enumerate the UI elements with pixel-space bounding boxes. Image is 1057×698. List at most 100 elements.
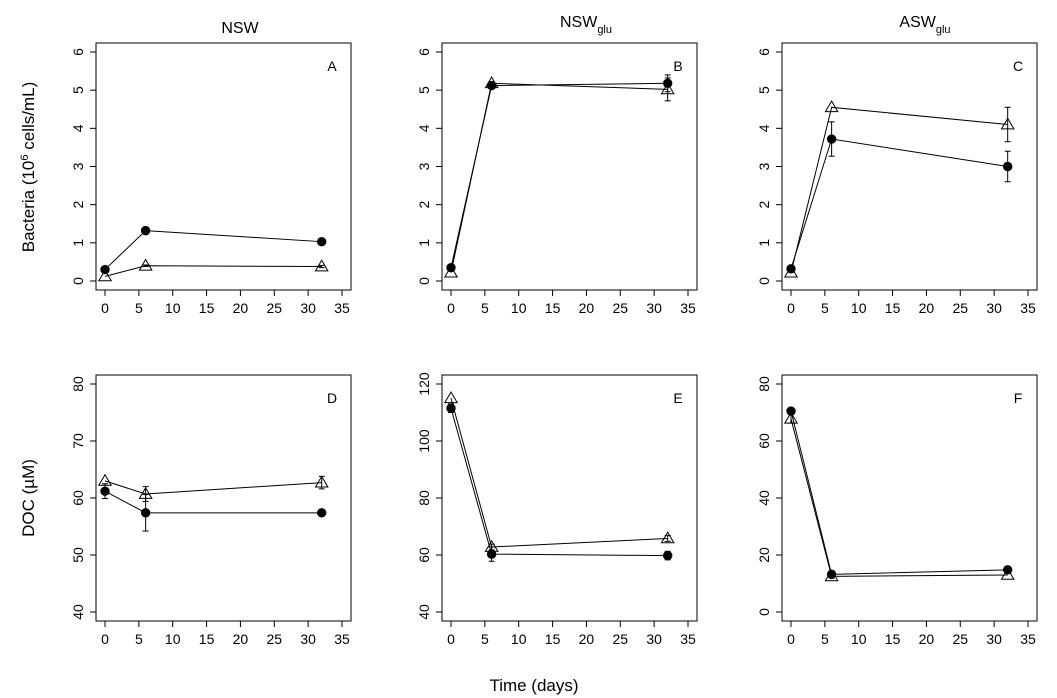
- y-tick-label: 5: [756, 86, 772, 94]
- panel-b: B 0 5 10 15 20 25 30 35 0 1 2 3 4 5 6: [416, 42, 698, 316]
- x-axis-label: Time (days): [489, 676, 578, 695]
- x-tick-label: 10: [165, 300, 181, 316]
- x-tick-label: 20: [233, 631, 249, 647]
- x-tick-label: 25: [612, 300, 628, 316]
- series-filled-circle: [786, 406, 1013, 580]
- x-axis: 0 5 10 15 20 25 30 35: [787, 620, 1036, 647]
- x-tick-label: 25: [612, 631, 628, 647]
- x-tick-label: 30: [646, 300, 662, 316]
- y-tick-label: 0: [756, 277, 772, 285]
- panel-e: E 0 5 10 15 20 25 30 35 40 60 80 100 120: [416, 372, 698, 647]
- column-titles: NSW NSWglu ASWglu: [221, 14, 950, 37]
- x-tick-label: 5: [135, 300, 143, 316]
- y-tick-label: 40: [416, 604, 432, 620]
- series-filled-circle: [446, 403, 673, 562]
- x-tick-label: 5: [821, 631, 829, 647]
- column-title-3: ASWglu: [899, 14, 950, 36]
- data-point: [140, 225, 151, 236]
- y-tick-label: 60: [70, 490, 86, 506]
- data-point: [783, 411, 799, 424]
- x-tick-label: 0: [787, 631, 795, 647]
- x-axis: 0 5 10 15 20 25 30 35: [101, 620, 350, 647]
- y-tick-label: 1: [416, 239, 432, 247]
- series-line: [450, 408, 668, 557]
- y-tick-label: 100: [416, 429, 432, 453]
- panel-letter: C: [1013, 58, 1023, 74]
- y-tick-label: 0: [416, 277, 432, 285]
- plot-frame: [95, 42, 352, 291]
- data-point: [783, 265, 799, 278]
- y-tick-label: 120: [416, 372, 432, 396]
- error-bar: [142, 486, 149, 502]
- x-tick-label: 10: [511, 300, 527, 316]
- y-tick-label: 6: [416, 48, 432, 56]
- x-axis: 0 5 10 15 20 25 30 35: [447, 620, 696, 647]
- series-line: [104, 265, 322, 277]
- series-open-triangle: [443, 76, 675, 278]
- y-tick-label: 3: [756, 162, 772, 170]
- data-point: [443, 391, 459, 404]
- y-tick-label: 60: [756, 433, 772, 449]
- y-tick-label: 3: [70, 162, 86, 170]
- error-bar: [664, 77, 671, 102]
- x-tick-label: 35: [1020, 300, 1036, 316]
- y-tick-label: 5: [416, 86, 432, 94]
- data-point: [826, 134, 837, 144]
- data-point: [1002, 161, 1013, 172]
- panel-d: D 0 5 10 15 20 25 30 35 40 50 60 70 80: [70, 374, 352, 647]
- x-tick-label: 15: [885, 631, 901, 647]
- data-point: [100, 486, 110, 496]
- x-tick-label: 15: [885, 300, 901, 316]
- y-axis: 40 50 60 70 80: [70, 376, 97, 620]
- series-line: [790, 138, 1008, 269]
- y-tick-label: 4: [70, 124, 86, 132]
- series-open-triangle: [783, 100, 1015, 278]
- series-filled-circle: [100, 483, 327, 532]
- y-axis: 0 20 40 60 80: [756, 376, 783, 616]
- y-axis: 40 60 80 100 120: [416, 372, 443, 620]
- data-point: [140, 508, 151, 518]
- data-point: [138, 258, 153, 271]
- series-line: [104, 480, 322, 495]
- x-tick-label: 10: [165, 631, 181, 647]
- panel-c: C 0 5 10 15 20 25 30 35 0 1 2 3 4 5 6: [756, 42, 1038, 316]
- y-tick-label: 6: [756, 48, 772, 56]
- x-tick-label: 10: [851, 631, 867, 647]
- x-tick-label: 25: [266, 631, 282, 647]
- y-tick-label: 2: [416, 201, 432, 209]
- plot-frame: [781, 374, 1038, 622]
- error-bar: [1004, 106, 1011, 143]
- y-tick-label: 0: [70, 277, 86, 285]
- y-tick-label: 40: [756, 490, 772, 506]
- panel-letter: E: [673, 390, 682, 406]
- y-tick-label: 40: [70, 604, 86, 620]
- y-tick-label: 0: [756, 608, 772, 616]
- column-title-1: NSW: [221, 20, 259, 37]
- y-axis: 0 1 2 3 4 5 6: [756, 48, 783, 285]
- x-tick-label: 5: [821, 300, 829, 316]
- x-tick-label: 25: [952, 300, 968, 316]
- data-point: [660, 82, 675, 95]
- x-axis: 0 5 10 15 20 25 30 35: [787, 289, 1036, 316]
- x-axis: 0 5 10 15 20 25 30 35: [447, 289, 696, 316]
- panel-letter: F: [1014, 390, 1023, 406]
- data-point: [662, 550, 673, 561]
- series-line: [450, 82, 668, 273]
- plot-frame: [95, 374, 352, 622]
- data-point: [824, 569, 839, 582]
- panel-letter: A: [327, 58, 337, 74]
- x-tick-label: 20: [233, 300, 249, 316]
- x-tick-label: 0: [101, 300, 109, 316]
- data-point: [824, 100, 839, 113]
- y-tick-label: 1: [70, 239, 86, 247]
- y-axis: 0 1 2 3 4 5 6: [70, 48, 97, 285]
- x-tick-label: 30: [300, 300, 316, 316]
- series-open-triangle: [97, 473, 329, 502]
- plot-frame: [441, 374, 698, 622]
- data-point: [660, 531, 675, 544]
- series-line: [790, 410, 1008, 575]
- series-open-triangle: [443, 391, 675, 552]
- panel-f: F 0 5 10 15 20 25 30 35 0 20 40 60 80: [756, 374, 1038, 647]
- x-tick-label: 35: [680, 300, 696, 316]
